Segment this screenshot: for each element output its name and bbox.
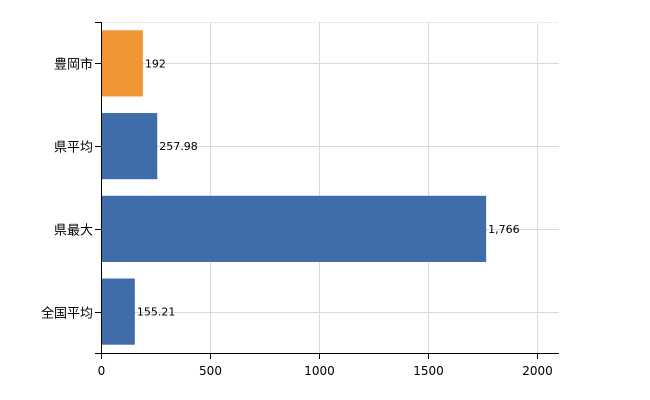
x-tick-label-500: 500	[199, 364, 222, 378]
data-label-3: 155.21	[137, 306, 176, 319]
axes	[95, 22, 559, 359]
data-label-1: 257.98	[159, 140, 198, 153]
grid-lines	[101, 22, 559, 353]
bar-2	[101, 195, 487, 262]
x-tick-label-2000: 2000	[522, 364, 553, 378]
x-tick-label-0: 0	[98, 364, 106, 378]
x-tick-label-1500: 1500	[413, 364, 444, 378]
category-label-1: 県平均	[54, 141, 93, 156]
category-label-2: 県最大	[54, 224, 93, 239]
data-label-0: 192	[145, 57, 166, 70]
category-label-0: 豊岡市	[54, 57, 93, 73]
bar-0	[101, 30, 143, 97]
bars	[101, 30, 487, 345]
category-label-3: 全国平均	[41, 306, 93, 322]
data-label-2: 1,766	[488, 223, 520, 236]
x-tick-label-1000: 1000	[304, 364, 335, 378]
bar-3	[101, 278, 135, 345]
bar-1	[101, 113, 158, 180]
